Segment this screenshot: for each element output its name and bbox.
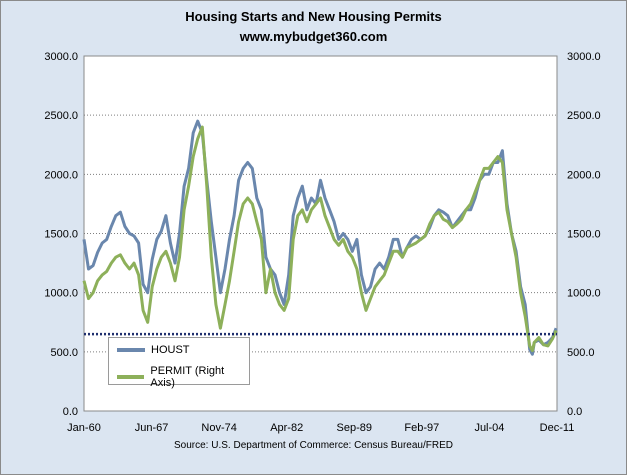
y-left-tick-label: 0.0: [63, 406, 78, 418]
x-tick-label: Feb-97: [404, 422, 439, 434]
y-right-tick-label: 0.0: [567, 406, 582, 418]
x-tick-label: Jul-04: [474, 422, 504, 434]
y-left-tick-label: 1500.0: [44, 229, 78, 241]
x-tick-label: Sep-89: [337, 422, 372, 434]
x-tick-label: Nov-74: [201, 422, 236, 434]
legend-item-houst: HOUST: [117, 344, 190, 356]
y-right-tick-label: 3000.0: [567, 51, 601, 63]
chart-title: Housing Starts and New Housing Permits: [185, 9, 442, 24]
legend-label-permit: PERMIT (Right Axis): [150, 365, 225, 389]
chart-subtitle: www.mybudget360.com: [239, 29, 388, 44]
x-tick-label: Jun-67: [135, 422, 169, 434]
y-left-tick-label: 1000.0: [44, 288, 78, 300]
y-right-tick-label: 500.0: [567, 347, 595, 359]
y-right-tick-label: 2000.0: [567, 169, 601, 181]
series-line-permit: [82, 125, 558, 353]
y-left-tick-label: 2500.0: [44, 110, 78, 122]
y-left-tick-label: 3000.0: [44, 51, 78, 63]
y-left-tick-label: 500.0: [50, 347, 78, 359]
legend-item-permit: PERMIT (Right Axis): [117, 365, 249, 389]
y-left-tick-label: 2000.0: [44, 169, 78, 181]
series-lines: [82, 119, 558, 356]
legend: HOUST PERMIT (Right Axis): [108, 337, 250, 389]
x-axis: Jan-60 Jun-67 Nov-74 Apr-82 Sep-89 Feb-97 Jul-…: [67, 422, 574, 434]
source-note: Source: U.S. Department of Commerce: Cen…: [174, 440, 453, 451]
y-axis-right: 0.0 500.0 1000.0 1500.0 2000.0 2500.0 3000.0: [567, 51, 601, 418]
x-tick-label: Dec-11: [540, 422, 575, 434]
y-axis-left: 0.0 500.0 1000.0 1500.0 2000.0 2500.0 3000.0: [44, 51, 78, 418]
y-right-tick-label: 1500.0: [567, 229, 601, 241]
legend-label-houst: HOUST: [151, 344, 190, 356]
y-right-tick-label: 2500.0: [567, 110, 601, 122]
x-tick-label: Apr-82: [270, 422, 303, 434]
legend-swatch-permit: [117, 375, 145, 379]
legend-swatch-houst: [117, 348, 145, 352]
x-tick-label: Jan-60: [67, 422, 101, 434]
y-right-tick-label: 1000.0: [567, 288, 601, 300]
